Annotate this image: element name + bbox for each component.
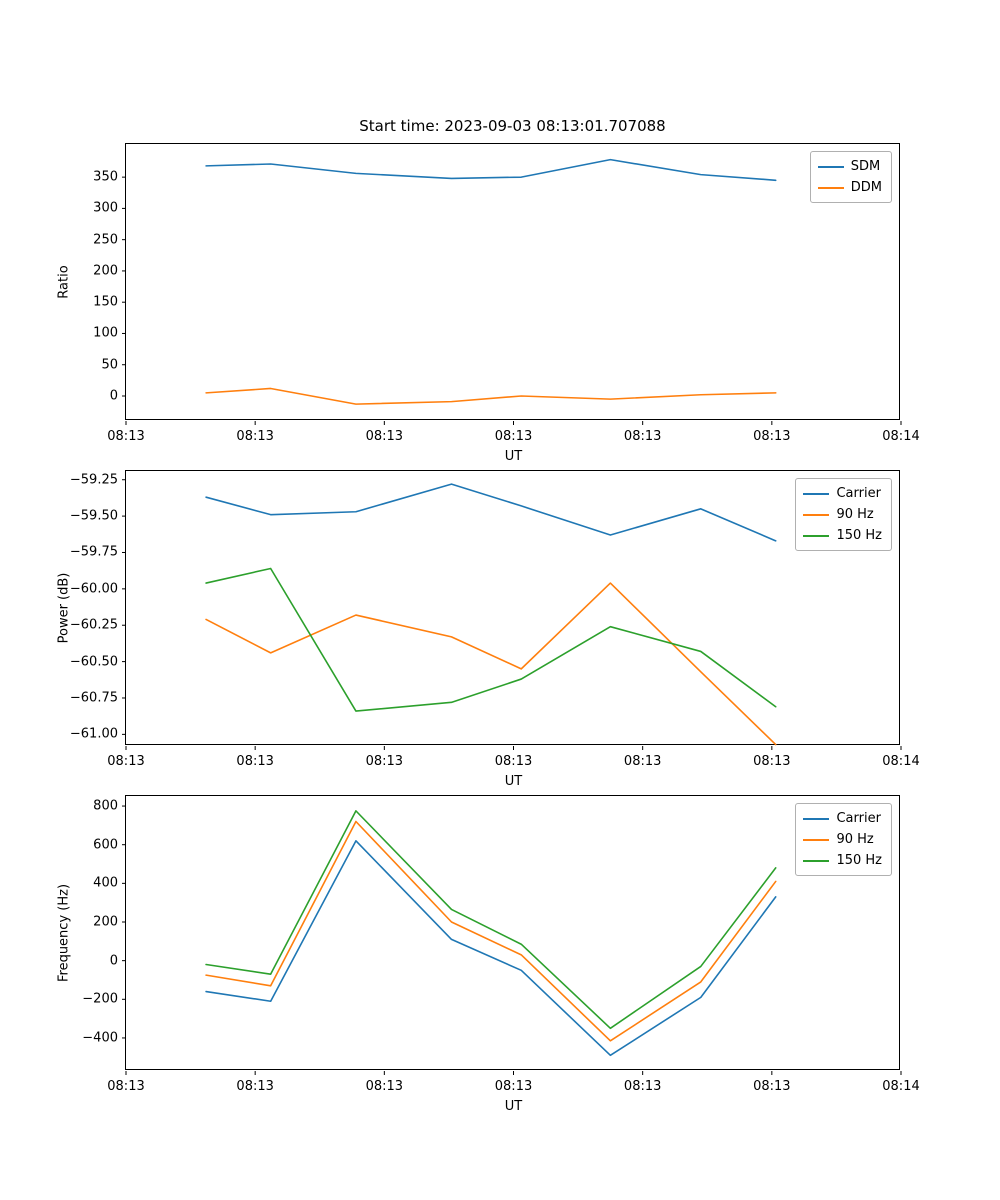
x-tick-label: 08:13: [365, 754, 404, 769]
y-tick-label: 150: [93, 294, 118, 310]
plot-canvas-0: [122, 158, 902, 425]
legend-line-swatch: [803, 817, 830, 820]
subplot-1: 08:13 08:13 08:13 08:13 08:13 08:13 08:14 −61.0…: [57, 470, 920, 789]
series-line-90-hz: [205, 582, 777, 746]
y-tick-label: 300: [93, 200, 118, 216]
x-tick-label: 08:13: [365, 1079, 404, 1094]
x-axis-label: UT: [504, 774, 523, 789]
series-line-sdm: [205, 158, 777, 182]
legend-entry: Carrier: [803, 483, 882, 504]
y-tick-label: −60.00: [69, 581, 118, 597]
y-tick-label: −59.25: [69, 472, 118, 488]
legend-entry: 90 Hz: [803, 504, 882, 525]
series-line-90-hz: [205, 820, 777, 1042]
legend-entry: Carrier: [803, 808, 882, 829]
x-tick-label: 08:13: [494, 429, 533, 444]
x-tick-label: 08:13: [107, 754, 145, 769]
x-tick-label: 08:13: [753, 754, 791, 769]
y-tick-label: 250: [93, 232, 118, 248]
legend-line-swatch: [803, 513, 830, 516]
plot-title: Start time: 2023-09-03 08:13:01.707088: [359, 117, 666, 135]
legend-line-swatch: [817, 165, 844, 168]
legend-label: SDM: [850, 159, 881, 174]
legend-entry: SDM: [817, 156, 882, 177]
series-line-carrier: [205, 840, 777, 1057]
y-axis-label: Frequency (Hz): [56, 883, 72, 982]
series-line-carrier: [205, 483, 777, 542]
x-axis-label: UT: [504, 1099, 523, 1114]
y-tick-label: −60.75: [69, 690, 118, 706]
y-tick-label: −59.75: [69, 544, 118, 560]
legend: Carrier 90 Hz 150 Hz: [795, 803, 892, 876]
y-tick-label: −60.50: [69, 654, 118, 670]
series-line-150-hz: [205, 810, 777, 1030]
legend-label: DDM: [850, 180, 882, 195]
y-tick-label: 0: [109, 388, 118, 404]
legend-entry: DDM: [817, 177, 882, 198]
x-tick-label: 08:13: [107, 1079, 145, 1094]
plot-canvas-2: [122, 805, 902, 1075]
x-tick-label: 08:13: [753, 429, 791, 444]
legend-label: 150 Hz: [836, 853, 882, 868]
x-tick-label: 08:13: [236, 1079, 274, 1094]
y-tick-label: 100: [93, 325, 118, 341]
x-tick-label: 08:13: [753, 1079, 791, 1094]
y-tick-label: 350: [93, 169, 118, 185]
x-tick-label: 08:13: [494, 754, 533, 769]
y-axis-label: Ratio: [56, 264, 72, 299]
legend-line-swatch: [803, 859, 830, 862]
legend-line-swatch: [803, 838, 830, 841]
y-tick-label: 50: [101, 357, 118, 373]
x-tick-label: 08:14: [882, 429, 920, 444]
legend-label: 150 Hz: [836, 528, 882, 543]
y-tick-label: 400: [93, 875, 118, 891]
y-tick-label: 600: [93, 837, 118, 853]
x-tick-label: 08:13: [623, 1079, 662, 1094]
y-tick-label: −400: [82, 1030, 118, 1046]
series-line-150-hz: [205, 567, 777, 712]
x-axis-label: UT: [504, 449, 523, 464]
x-tick-label: 08:13: [365, 429, 404, 444]
legend: SDM DDM: [809, 151, 892, 203]
x-tick-label: 08:13: [494, 1079, 533, 1094]
x-tick-label: 08:14: [882, 754, 920, 769]
plot-canvas-1: [122, 479, 902, 750]
legend-entry: 150 Hz: [803, 850, 882, 871]
subplot-2: 08:13 08:13 08:13 08:13 08:13 08:13 08:14 −400 −…: [57, 795, 920, 1114]
legend-label: 90 Hz: [836, 507, 874, 522]
x-tick-label: 08:13: [236, 754, 274, 769]
x-tick-label: 08:13: [236, 429, 274, 444]
legend: Carrier 90 Hz 150 Hz: [795, 478, 892, 551]
y-axis-label: Power (dB): [56, 572, 72, 643]
y-tick-label: −60.25: [69, 617, 118, 633]
x-tick-label: 08:13: [623, 429, 662, 444]
x-tick-label: 08:13: [107, 429, 145, 444]
x-tick-label: 08:13: [623, 754, 662, 769]
legend-line-swatch: [817, 186, 844, 189]
subplot-0: Start time: 2023-09-03 08:13:01.707088 08…: [57, 117, 920, 464]
y-tick-label: 0: [109, 953, 118, 969]
y-tick-label: 200: [93, 263, 118, 279]
legend-line-swatch: [803, 492, 830, 495]
series-line-ddm: [205, 387, 777, 405]
y-tick-label: 800: [93, 798, 118, 814]
y-tick-label: −59.50: [69, 508, 118, 524]
legend-line-swatch: [803, 534, 830, 537]
legend-entry: 90 Hz: [803, 829, 882, 850]
y-tick-label: 200: [93, 914, 118, 930]
legend-label: Carrier: [836, 486, 881, 501]
x-tick-label: 08:14: [882, 1079, 920, 1094]
legend-label: Carrier: [836, 811, 881, 826]
legend-label: 90 Hz: [836, 832, 874, 847]
y-tick-label: −200: [82, 991, 118, 1007]
legend-entry: 150 Hz: [803, 525, 882, 546]
y-tick-label: −61.00: [69, 726, 118, 742]
